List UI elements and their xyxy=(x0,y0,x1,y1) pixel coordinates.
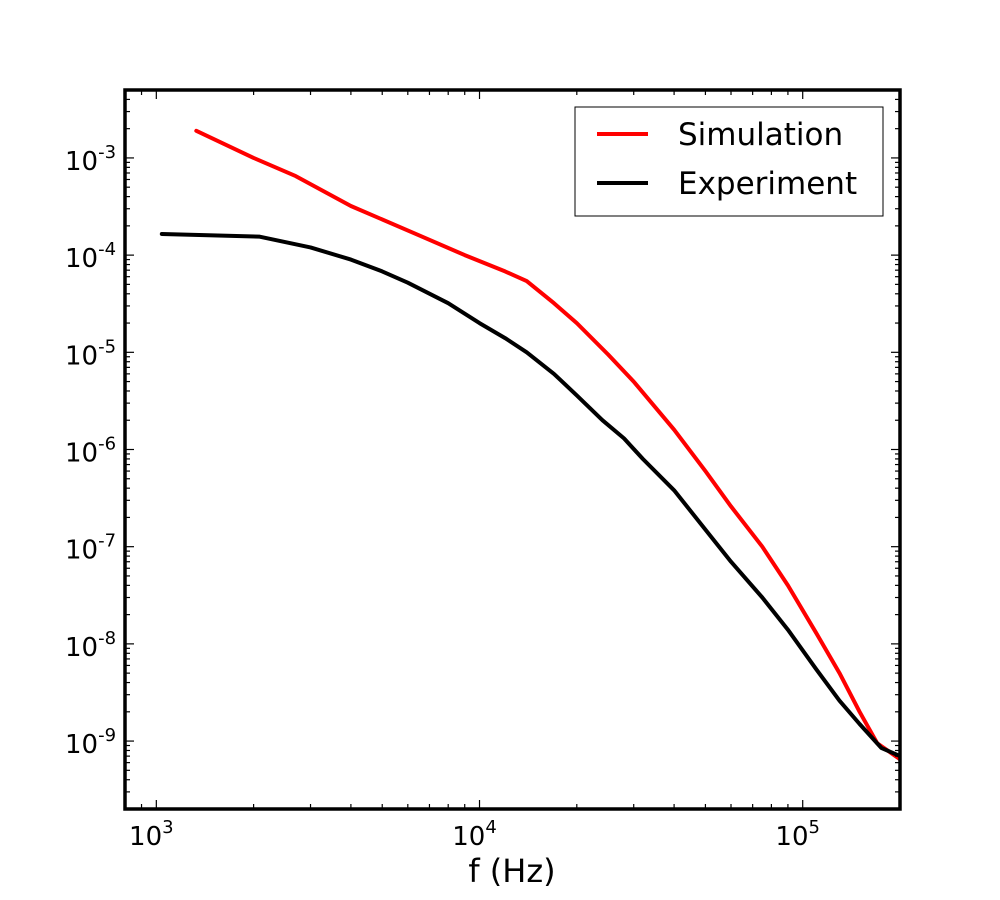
legend: Simulation Experiment xyxy=(574,106,884,217)
x-tick-label: 103 xyxy=(129,817,174,852)
series-line-simulation xyxy=(194,128,900,762)
y-tick-label: 10-3 xyxy=(65,142,116,177)
plot-frame xyxy=(123,88,902,811)
y-tick-label: 10-8 xyxy=(65,628,116,663)
legend-label-simulation: Simulation xyxy=(678,117,843,153)
y-tick-label: 10-9 xyxy=(65,725,116,760)
y-tick-label: 10-7 xyxy=(65,531,116,566)
series-line-experiment xyxy=(159,232,900,759)
x-tick-label: 105 xyxy=(775,817,820,852)
y-tick-label: 10-6 xyxy=(65,434,116,469)
x-axis-label: f (Hz) xyxy=(468,852,555,890)
legend-box xyxy=(574,106,884,217)
x-tick-label: 104 xyxy=(452,817,497,852)
legend-label-experiment: Experiment xyxy=(678,166,857,202)
y-tick-label: 10-4 xyxy=(65,239,116,274)
y-tick-label: 10-5 xyxy=(65,336,116,371)
